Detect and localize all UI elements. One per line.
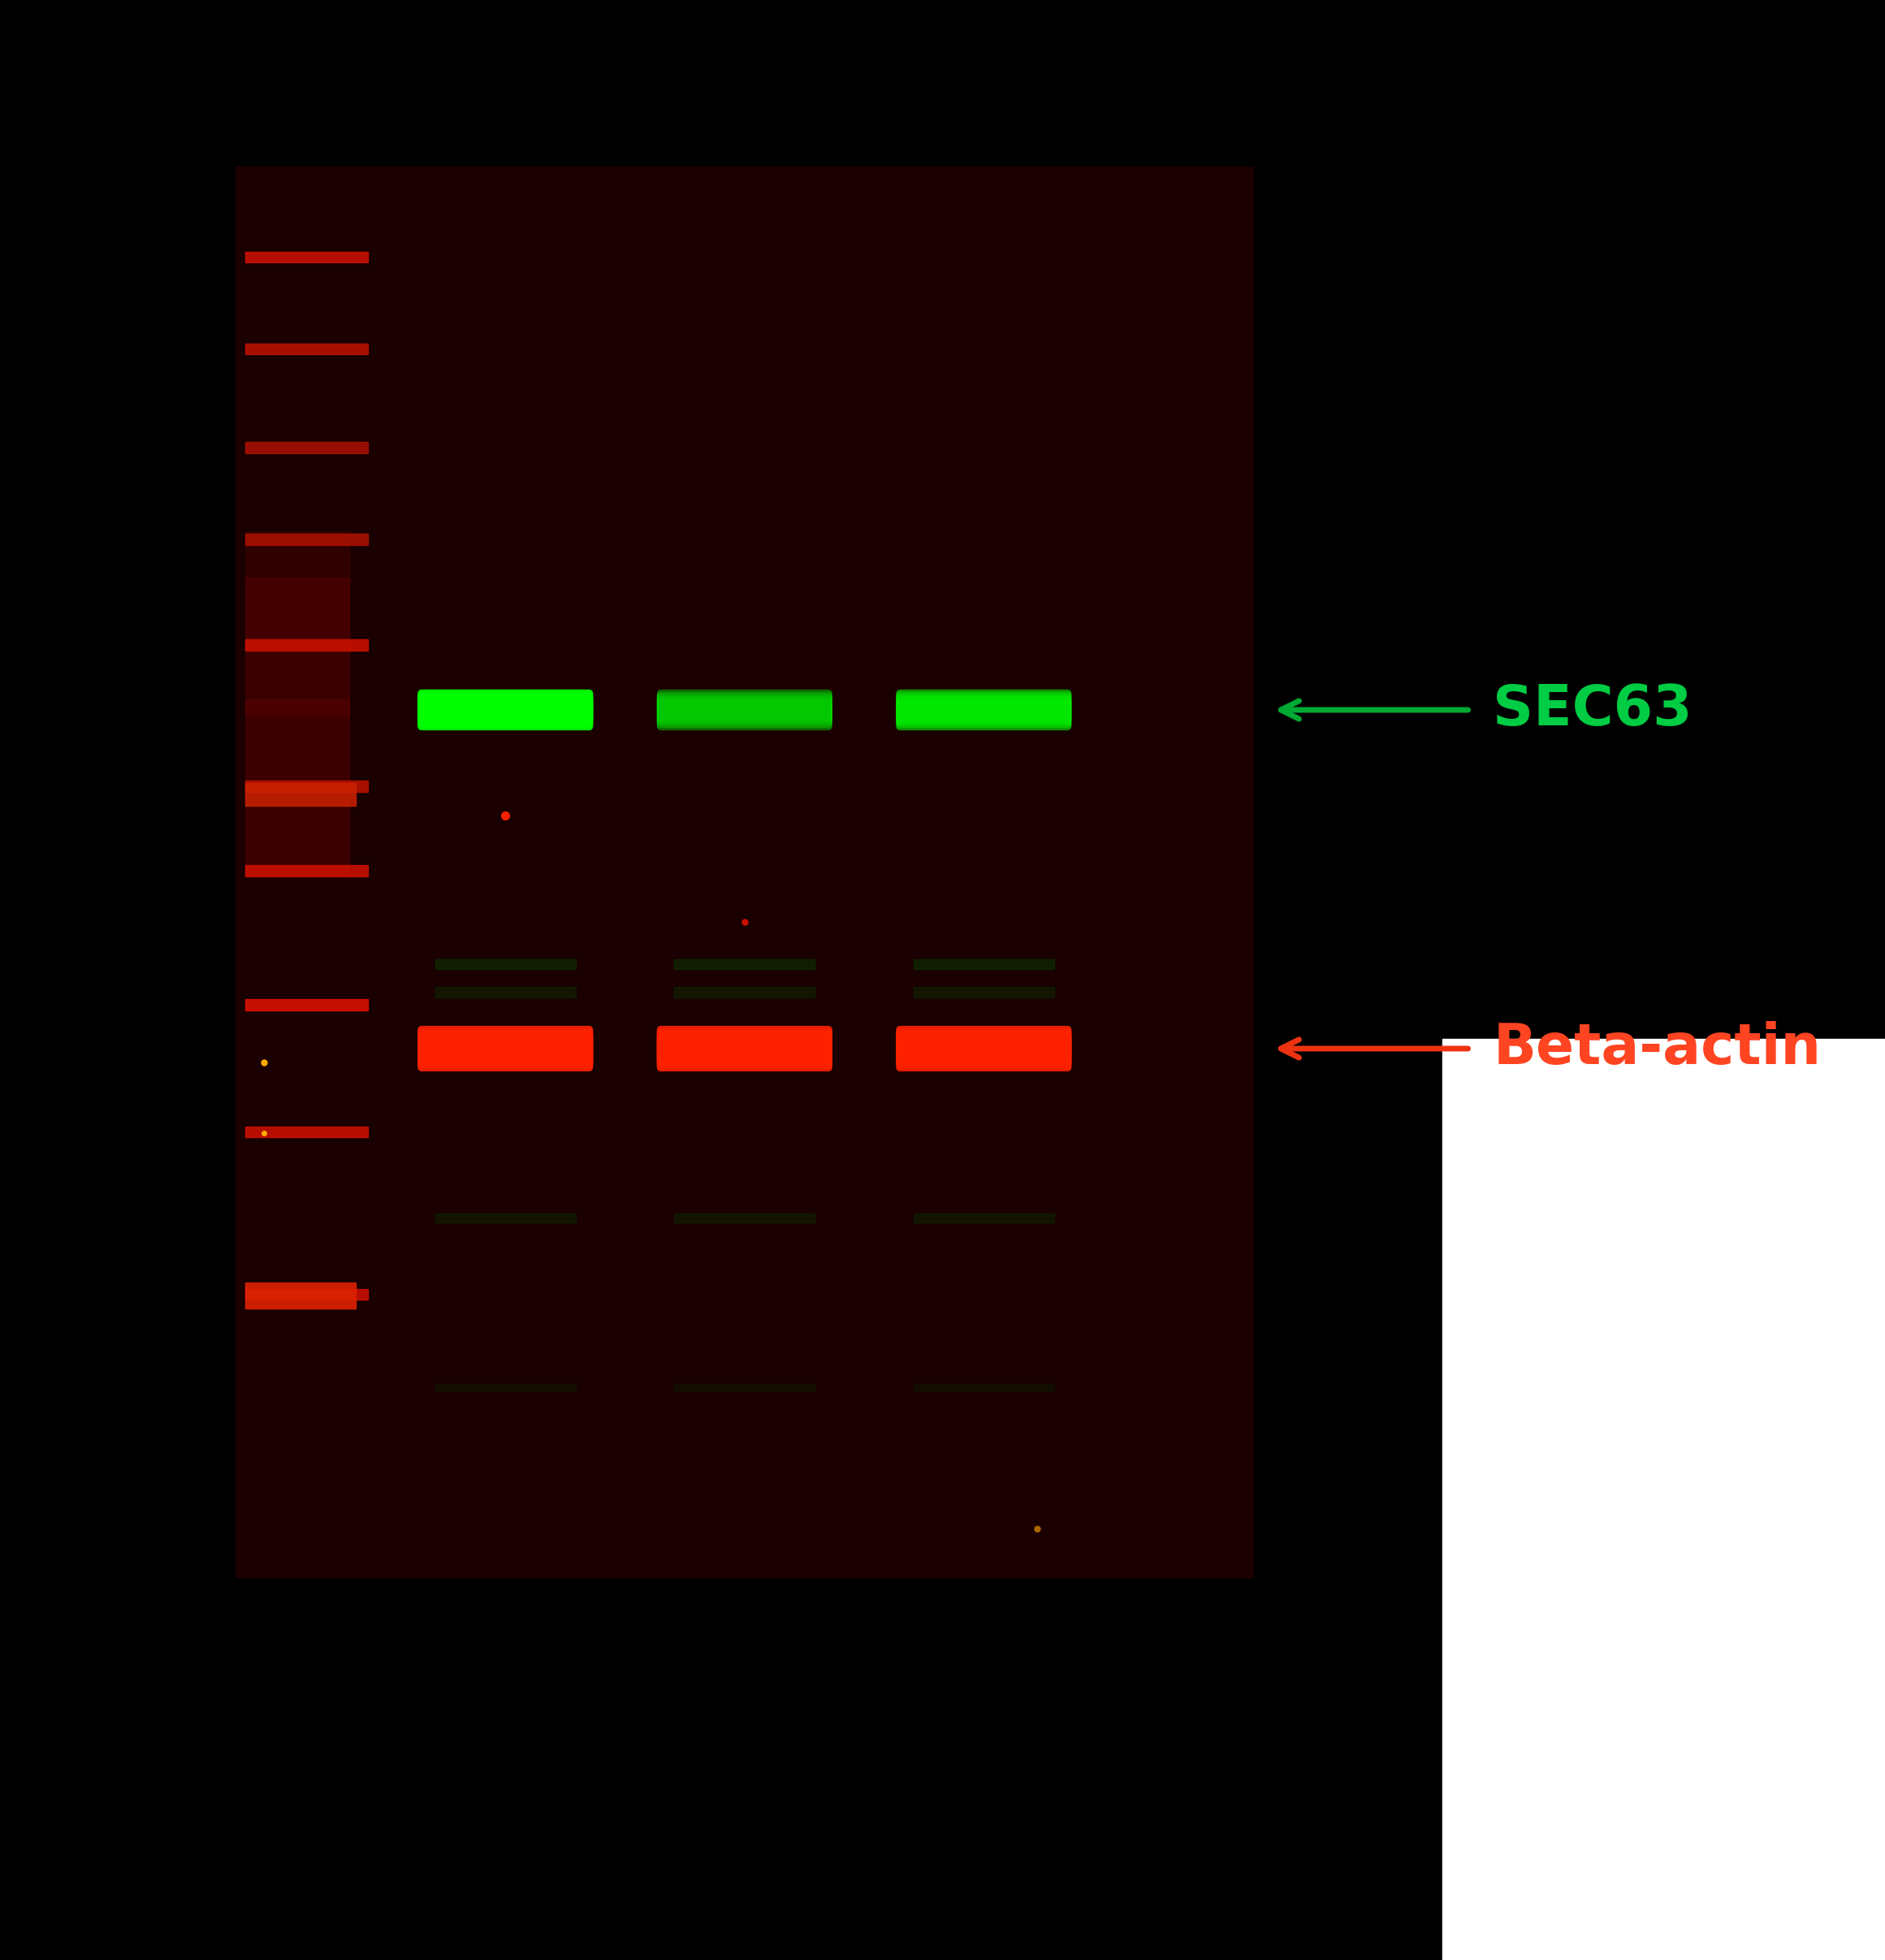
Bar xyxy=(245,1127,368,1137)
Bar xyxy=(914,988,1054,998)
FancyBboxPatch shape xyxy=(658,1031,831,1066)
FancyBboxPatch shape xyxy=(897,702,1071,717)
FancyBboxPatch shape xyxy=(418,1027,592,1070)
FancyBboxPatch shape xyxy=(897,1035,1071,1062)
FancyBboxPatch shape xyxy=(658,1037,831,1060)
Bar xyxy=(914,1213,1054,1223)
FancyBboxPatch shape xyxy=(658,696,831,723)
FancyBboxPatch shape xyxy=(418,700,592,719)
Text: Beta-actin: Beta-actin xyxy=(1493,1021,1821,1076)
Bar xyxy=(245,533,368,545)
FancyBboxPatch shape xyxy=(897,1027,1071,1070)
Bar xyxy=(675,1213,814,1223)
FancyBboxPatch shape xyxy=(418,694,592,725)
FancyBboxPatch shape xyxy=(897,694,1071,725)
FancyBboxPatch shape xyxy=(418,1029,592,1068)
FancyBboxPatch shape xyxy=(658,694,831,725)
Bar xyxy=(245,639,368,651)
Bar xyxy=(435,958,575,968)
FancyBboxPatch shape xyxy=(418,698,592,721)
Bar xyxy=(245,443,368,453)
FancyBboxPatch shape xyxy=(897,1031,1071,1066)
Bar xyxy=(1442,1039,1885,1960)
FancyBboxPatch shape xyxy=(418,702,592,717)
FancyBboxPatch shape xyxy=(418,1037,592,1060)
Bar xyxy=(245,251,368,263)
Bar xyxy=(435,1213,575,1223)
Bar xyxy=(245,780,368,792)
Bar xyxy=(245,866,368,876)
Bar xyxy=(245,343,368,355)
Bar xyxy=(236,167,1254,1578)
Bar xyxy=(245,1284,354,1307)
FancyBboxPatch shape xyxy=(658,698,831,721)
FancyBboxPatch shape xyxy=(418,1039,592,1058)
FancyBboxPatch shape xyxy=(897,1029,1071,1068)
FancyBboxPatch shape xyxy=(658,1027,831,1070)
FancyBboxPatch shape xyxy=(418,1033,592,1064)
FancyBboxPatch shape xyxy=(897,700,1071,719)
Bar xyxy=(245,1290,368,1299)
FancyBboxPatch shape xyxy=(897,1037,1071,1060)
FancyBboxPatch shape xyxy=(897,696,1071,723)
FancyBboxPatch shape xyxy=(897,692,1071,727)
FancyBboxPatch shape xyxy=(658,690,831,729)
Bar xyxy=(245,531,349,649)
Bar xyxy=(675,958,814,968)
FancyBboxPatch shape xyxy=(418,1031,592,1066)
FancyBboxPatch shape xyxy=(658,692,831,727)
FancyBboxPatch shape xyxy=(658,1033,831,1064)
Bar xyxy=(435,1384,575,1392)
FancyBboxPatch shape xyxy=(658,700,831,719)
Bar xyxy=(675,1384,814,1392)
Bar xyxy=(245,784,354,806)
Bar xyxy=(435,988,575,998)
FancyBboxPatch shape xyxy=(897,690,1071,729)
Bar xyxy=(675,988,814,998)
FancyBboxPatch shape xyxy=(418,696,592,723)
Text: SEC63: SEC63 xyxy=(1493,682,1693,737)
FancyBboxPatch shape xyxy=(897,698,1071,721)
Bar xyxy=(245,578,349,715)
FancyBboxPatch shape xyxy=(658,1035,831,1062)
Bar xyxy=(914,958,1054,968)
Bar xyxy=(245,700,349,876)
FancyBboxPatch shape xyxy=(418,692,592,727)
Bar xyxy=(245,1000,368,1011)
FancyBboxPatch shape xyxy=(418,1035,592,1062)
Bar xyxy=(914,1384,1054,1392)
FancyBboxPatch shape xyxy=(897,1039,1071,1058)
FancyBboxPatch shape xyxy=(897,1033,1071,1064)
FancyBboxPatch shape xyxy=(418,690,592,729)
FancyBboxPatch shape xyxy=(658,1029,831,1068)
FancyBboxPatch shape xyxy=(658,1039,831,1058)
